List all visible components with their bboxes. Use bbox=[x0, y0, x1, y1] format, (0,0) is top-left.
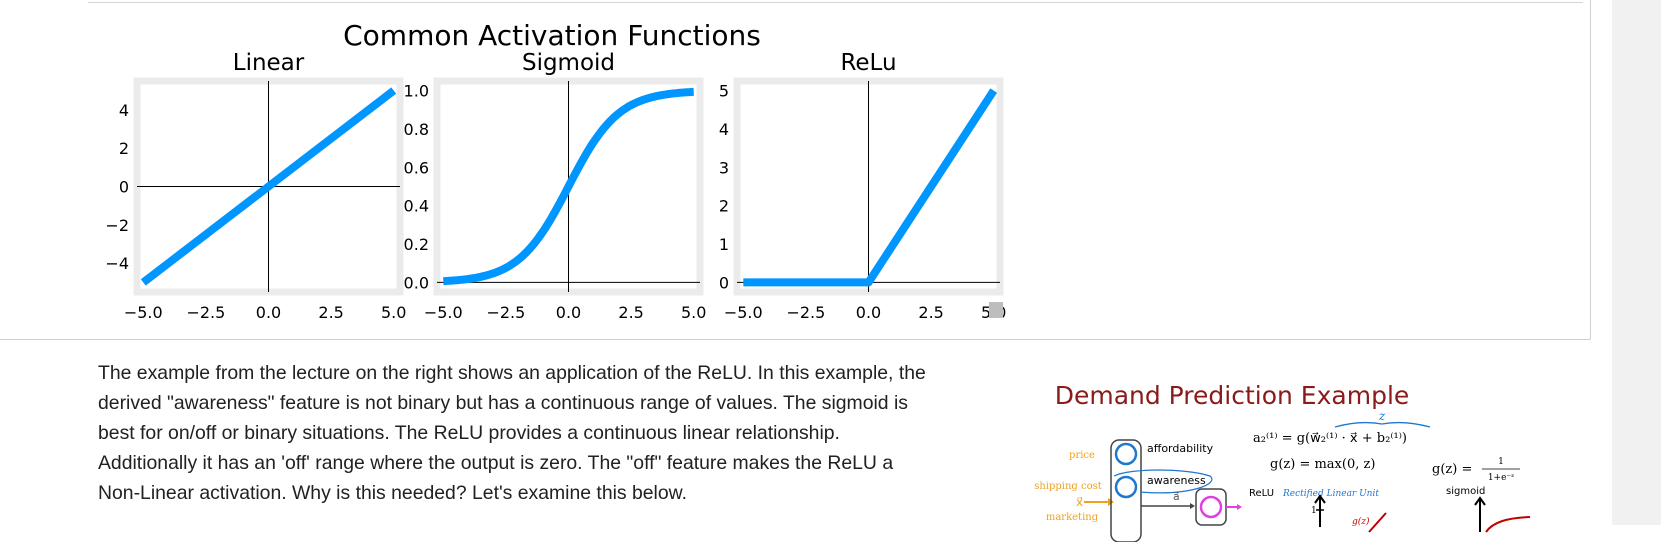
activation-vector-label: a⃗ bbox=[1173, 490, 1180, 503]
x-tick-label: 0.0 bbox=[856, 303, 881, 320]
hidden-layer-box bbox=[1110, 439, 1142, 542]
subplot-title: Linear bbox=[233, 50, 305, 76]
subplot-linear: Linear −5.0 −2.5 0.0 2.5 5.0 4 2 0 −2 −4 bbox=[105, 50, 406, 320]
y-tick-label: 0.2 bbox=[404, 235, 429, 254]
input-shipping-label: shipping cost bbox=[1034, 481, 1102, 492]
y-tick-label: −4 bbox=[105, 254, 129, 273]
y-tick-label: 1 bbox=[719, 235, 729, 254]
subplot-relu: ReLu−5.0−2.50.02.55.0543210 bbox=[719, 50, 1007, 320]
x-tick-label: −2.5 bbox=[786, 303, 825, 320]
y-tick-label: 3 bbox=[719, 158, 729, 177]
markdown-line: Additionally it has an 'off' range where… bbox=[98, 452, 894, 474]
page-scrollbar-track[interactable] bbox=[1612, 0, 1661, 525]
x-tick-label: −5.0 bbox=[724, 303, 763, 320]
input-price-label: price bbox=[1069, 450, 1095, 461]
y-tick-label: 2 bbox=[719, 197, 729, 216]
x-tick-label: 2.5 bbox=[618, 303, 643, 320]
x-tick-label: 2.5 bbox=[318, 303, 343, 320]
markdown-line: The example from the lecture on the righ… bbox=[98, 362, 926, 384]
equation-sigmoid-lhs: g(z) = bbox=[1432, 462, 1472, 477]
y-tick-label: 0.0 bbox=[404, 273, 429, 292]
z-brace bbox=[1334, 421, 1431, 428]
y-tick-label: −2 bbox=[105, 216, 129, 235]
series-line bbox=[441, 87, 696, 286]
x-tick-label: 5.0 bbox=[381, 303, 406, 320]
chart-title: Common Activation Functions bbox=[343, 19, 761, 52]
markdown-line: best for on/off or binary situations. Th… bbox=[98, 422, 840, 444]
y-tick-label: 4 bbox=[119, 101, 129, 120]
x-tick-label: 2.5 bbox=[918, 303, 943, 320]
relu-long-name: Rectified Linear Unit bbox=[1282, 489, 1379, 499]
equation-sigmoid-numerator: 1 bbox=[1498, 457, 1504, 467]
y-tick-label: 4 bbox=[719, 120, 729, 139]
subplot-title: ReLu bbox=[840, 50, 896, 76]
y-tick-label: 2 bbox=[119, 139, 129, 158]
series-line bbox=[140, 87, 397, 286]
x-tick-label: −5.0 bbox=[124, 303, 163, 320]
subplot-sigmoid: Sigmoid −5.0 −2.5 0.0 2.5 5.0 1.0 0.8 0.6 0.4 0.2 0… bbox=[404, 50, 707, 320]
y-tick-label: 0.4 bbox=[404, 197, 429, 216]
x-tick-label: 5.0 bbox=[681, 303, 706, 320]
demand-title: Demand Prediction Example bbox=[1055, 381, 1410, 410]
input-marketing-label: marketing bbox=[1046, 512, 1099, 523]
relu-graph-axis bbox=[1314, 494, 1326, 527]
z-annotation: z bbox=[1378, 409, 1386, 423]
x-tick-label: 0.0 bbox=[556, 303, 581, 320]
cell-top-border bbox=[88, 0, 1583, 3]
neuron-awareness bbox=[1114, 475, 1138, 499]
sigmoid-graph-axis bbox=[1474, 496, 1486, 532]
equation-relu: g(z) = max(0, z) bbox=[1270, 457, 1375, 472]
figure-resize-handle[interactable] bbox=[989, 302, 1003, 318]
x-tick-label: −2.5 bbox=[486, 303, 525, 320]
x-tick-label: −5.0 bbox=[424, 303, 463, 320]
hidden-to-output-arrow-head bbox=[1190, 503, 1195, 509]
x-tick-label: 0.0 bbox=[256, 303, 281, 320]
y-tick-label: 0 bbox=[719, 273, 729, 292]
subplot-title: Sigmoid bbox=[522, 50, 615, 76]
y-tick-label: 0.8 bbox=[404, 120, 429, 139]
relu-name: ReLU bbox=[1249, 488, 1274, 499]
series-line bbox=[743, 88, 998, 287]
hidden-label-awareness: awareness bbox=[1147, 474, 1206, 487]
x-tick-label: −2.5 bbox=[186, 303, 225, 320]
y-tick-label: 0 bbox=[119, 178, 129, 197]
equation-sigmoid-denominator: 1+e⁻ᶻ bbox=[1488, 473, 1514, 483]
activation-functions-chart: Common Activation Functions Linear −5.0 −2… bbox=[105, 19, 1007, 320]
demand-prediction-figure: Demand Prediction Example price shipping… bbox=[1034, 381, 1531, 542]
neuron-affordability bbox=[1114, 442, 1138, 466]
markdown-line: Non-Linear activation. Why is this neede… bbox=[98, 482, 687, 504]
y-tick-label: 0.6 bbox=[404, 158, 429, 177]
y-tick-label: 1.0 bbox=[404, 82, 429, 101]
neuron-output bbox=[1199, 495, 1223, 519]
output-arrow-head bbox=[1237, 504, 1242, 510]
input-vector-label: x⃗ bbox=[1076, 495, 1083, 509]
hidden-label-affordability: affordability bbox=[1147, 442, 1214, 455]
relu-graph-label: g(z) bbox=[1352, 516, 1370, 527]
awareness-highlight bbox=[1113, 469, 1213, 494]
markdown-cell: The example from the lecture on the righ… bbox=[98, 358, 1018, 508]
sigmoid-name: sigmoid bbox=[1446, 486, 1485, 497]
y-tick-label: 5 bbox=[719, 82, 729, 101]
relu-graph-tick: 1 bbox=[1311, 506, 1317, 516]
equation-neuron: a₂⁽¹⁾ = g(w⃗₂⁽¹⁾ · x⃗ + b₂⁽¹⁾) bbox=[1253, 431, 1407, 446]
markdown-line: derived "awareness" feature is not binar… bbox=[98, 392, 908, 414]
relu-graph-curve bbox=[1368, 512, 1387, 533]
